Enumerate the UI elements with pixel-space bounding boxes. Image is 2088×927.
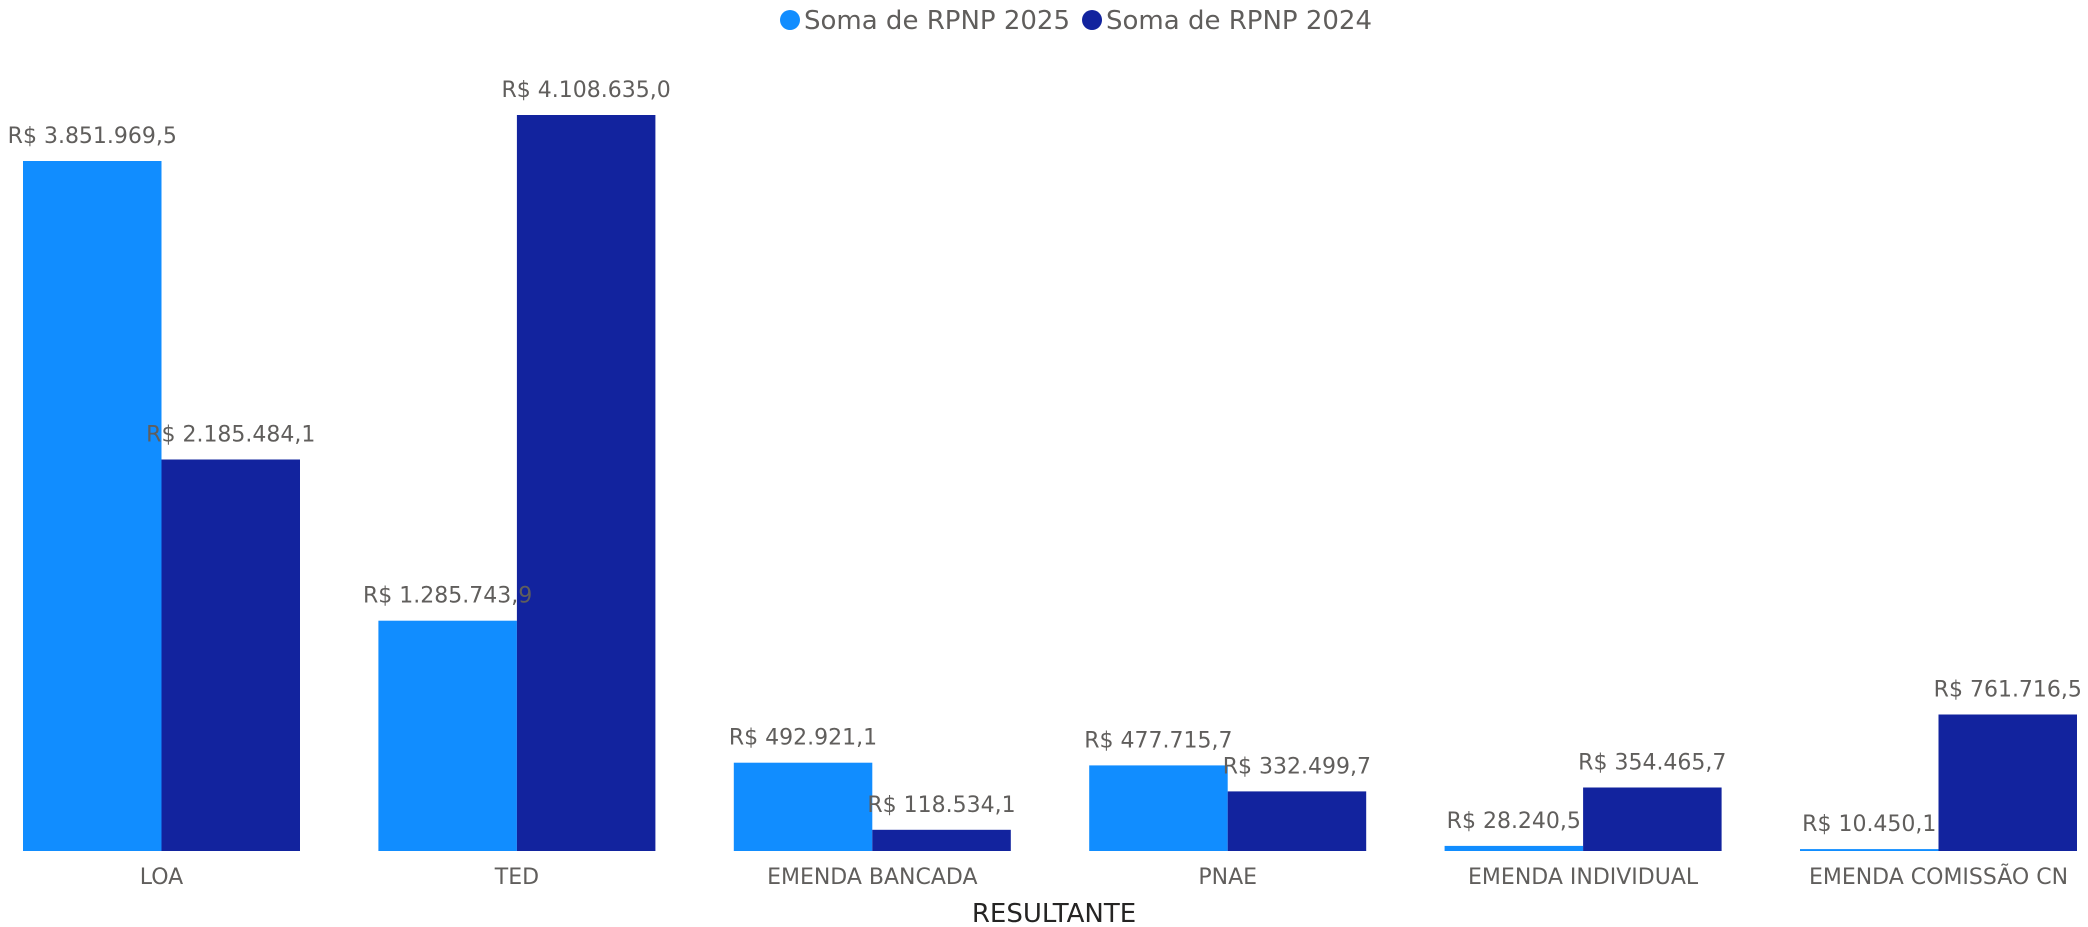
data-label-ted-series-2: R$ 4.108.635,0 <box>501 78 670 103</box>
data-label-pnae-series-1: R$ 477.715,7 <box>1084 728 1232 753</box>
legend-marker-icon <box>780 10 800 30</box>
bar-emenda-individual-series-2[interactable] <box>1583 787 1722 852</box>
x-tick-emenda-bancada: EMENDA BANCADA <box>767 865 977 890</box>
data-label-emenda-bancada-series-1: R$ 492.921,1 <box>729 726 877 751</box>
bar-pnae-series-1[interactable] <box>1089 765 1228 851</box>
bar-emenda-comissao-cn-series-1[interactable] <box>1800 849 1939 851</box>
data-label-emenda-comissao-cn-series-1: R$ 10.450,1 <box>1802 812 1936 837</box>
bar-ted-series-2[interactable] <box>516 115 656 851</box>
data-label-ted-series-1: R$ 1.285.743,9 <box>363 584 532 609</box>
legend-marker-icon <box>1082 10 1103 30</box>
data-label-loa-series-2: R$ 2.185.484,1 <box>146 423 315 448</box>
data-label-emenda-bancada-series-2: R$ 118.534,1 <box>867 793 1015 818</box>
x-tick-loa: LOA <box>140 865 183 890</box>
bar-pnae-series-2[interactable] <box>1227 791 1367 851</box>
x-tick-pnae: PNAE <box>1198 865 1257 890</box>
x-tick-emenda-comissao-cn: EMENDA COMISSÃO CN <box>1809 863 2068 890</box>
bar-loa-series-2[interactable] <box>161 459 301 852</box>
bar-emenda-comissao-cn-series-2[interactable] <box>1938 714 2078 852</box>
data-label-loa-series-1: R$ 3.851.969,5 <box>8 124 177 149</box>
x-tick-ted: TED <box>494 865 539 890</box>
bar-loa-series-1[interactable] <box>23 161 162 851</box>
chart-data-labels: R$ 3.851.969,5 R$ 2.185.484,1 R$ 1.285.743… <box>8 78 2082 837</box>
bar-emenda-bancada-series-2[interactable] <box>872 829 1011 851</box>
bar-emenda-individual-series-1[interactable] <box>1444 845 1584 851</box>
data-label-emenda-individual-series-2: R$ 354.465,7 <box>1578 751 1726 776</box>
legend-item-series-2[interactable]: Soma de RPNP 2024 <box>1082 6 1372 36</box>
bar-emenda-bancada-series-1[interactable] <box>733 762 873 851</box>
x-tick-emenda-individual: EMENDA INDIVIDUAL <box>1468 865 1699 890</box>
legend-item-series-1[interactable]: Soma de RPNP 2025 <box>780 6 1070 36</box>
legend-label: Soma de RPNP 2025 <box>804 6 1070 36</box>
legend-label: Soma de RPNP 2024 <box>1106 6 1372 36</box>
x-axis-title: RESULTANTE <box>972 899 1136 927</box>
data-label-pnae-series-2: R$ 332.499,7 <box>1223 754 1371 779</box>
chart-bars <box>23 115 2077 851</box>
data-label-emenda-comissao-cn-series-2: R$ 761.716,5 <box>1934 678 2082 703</box>
bar-ted-series-1[interactable] <box>378 620 517 851</box>
data-label-emenda-individual-series-1: R$ 28.240,5 <box>1447 809 1581 834</box>
x-axis-tick-labels: LOA TED EMENDA BANCADA PNAE EMENDA INDIVIDUA… <box>140 863 2068 890</box>
chart-legend[interactable]: Soma de RPNP 2025 Soma de RPNP 2024 <box>780 6 1372 36</box>
